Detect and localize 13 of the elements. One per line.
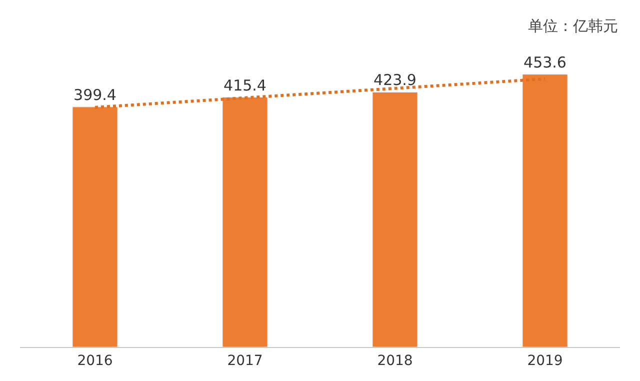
x-tick-label: 2019	[527, 352, 563, 369]
text: 单位：亿韩元	[528, 17, 618, 35]
x-tick-label: 2016	[77, 352, 113, 369]
x-tick-label: 2017	[227, 352, 263, 369]
bar	[222, 97, 268, 347]
x-tick-label: 2018	[377, 352, 413, 369]
bar	[522, 74, 568, 347]
bar	[372, 92, 418, 347]
data-label: 415.4	[224, 76, 266, 94]
data-label: 423.9	[374, 71, 416, 90]
data-label: 399.4	[74, 86, 116, 104]
data-label: 453.6	[524, 53, 566, 72]
bar	[72, 106, 118, 347]
